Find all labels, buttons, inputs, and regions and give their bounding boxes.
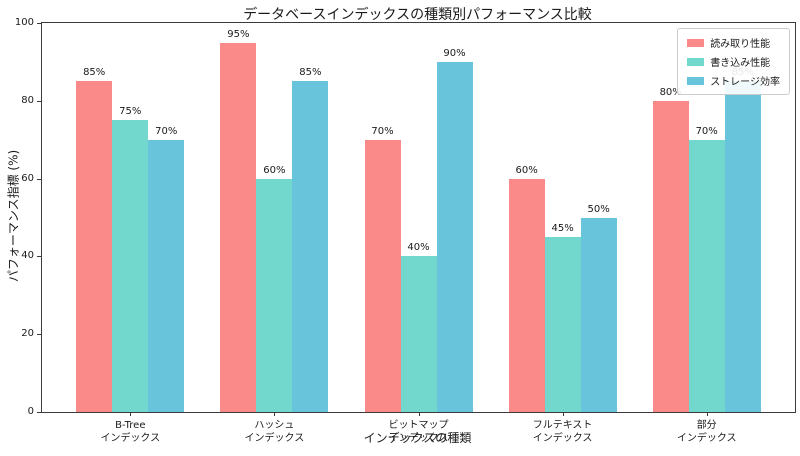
y-tick-label: 60 [21, 172, 34, 184]
bar-2-4 [724, 81, 761, 412]
bar-value-label: 50% [587, 203, 610, 215]
bar-value-label: 60% [515, 164, 538, 176]
bar-2-0 [148, 139, 185, 412]
bar-0-3 [508, 178, 545, 412]
y-tick-mark [37, 412, 41, 413]
x-tick-mark [274, 412, 276, 416]
bar-1-4 [688, 139, 725, 412]
x-tick-label: フルテキスト インデックス [532, 420, 593, 444]
legend-item-read: 読み取り性能 [687, 35, 780, 50]
x-tick-label: ビットマップ インデックス [388, 420, 449, 444]
bar-1-3 [544, 236, 581, 412]
x-tick-label: ハッシュ インデックス [244, 420, 305, 444]
bar-2-1 [292, 81, 329, 412]
y-axis-label: パフォーマンス指標 (%) [6, 149, 21, 283]
bar-1-1 [256, 178, 293, 412]
bar-value-label: 90% [443, 47, 466, 59]
x-tick-label: 部分 インデックス [676, 420, 737, 444]
bar-0-4 [652, 100, 689, 412]
bar-1-0 [112, 120, 149, 412]
x-tick-mark [706, 412, 708, 416]
x-tick-label: B-Tree インデックス [100, 420, 161, 444]
legend: 読み取り性能 書き込み性能 ストレージ効率 [677, 28, 790, 95]
y-tick-mark [37, 100, 41, 102]
bar-value-label: 85% [83, 67, 106, 79]
bar-value-label: 45% [551, 222, 574, 234]
bar-value-label: 85% [299, 67, 322, 79]
bar-value-label: 70% [695, 125, 718, 137]
x-tick-mark [418, 412, 420, 416]
bar-value-label: 70% [371, 125, 394, 137]
x-axis-label: インデックスの種類 [363, 431, 472, 445]
y-tick-mark [37, 256, 41, 258]
bar-0-0 [76, 81, 113, 412]
legend-swatch-write-icon [687, 57, 705, 66]
bar-value-label: 95% [227, 28, 250, 40]
y-tick-label: 20 [21, 328, 34, 340]
y-tick-label: 80 [21, 94, 34, 106]
y-tick-label: 100 [14, 17, 34, 28]
bar-0-2 [364, 139, 401, 412]
chart-title: データベースインデックスの種類別パフォーマンス比較 [243, 7, 592, 23]
legend-swatch-storage-icon [687, 76, 705, 85]
bar-2-2 [436, 61, 473, 412]
x-tick-mark [562, 412, 564, 416]
bar-2-3 [580, 217, 617, 412]
bar-value-label: 70% [155, 125, 178, 137]
y-tick-label: 0 [27, 406, 34, 417]
y-tick-mark [37, 23, 41, 24]
bar-0-1 [220, 42, 257, 412]
legend-swatch-read-icon [687, 38, 705, 47]
legend-item-write: 書き込み性能 [687, 54, 780, 69]
bar-value-label: 60% [263, 164, 286, 176]
bar-value-label: 80% [659, 86, 682, 98]
legend-label-write: 書き込み性能 [710, 58, 771, 69]
bar-value-label: 75% [119, 106, 142, 118]
y-tick-label: 40 [21, 250, 34, 262]
bar-value-label: 40% [407, 242, 430, 254]
legend-item-storage: ストレージ効率 [687, 73, 780, 88]
plot-area: 85% 75% 70% 95% 60% 85% 70% 40% 90% 60% 45% 50% 80% 7… [15, 17, 796, 444]
y-tick-mark [37, 178, 41, 180]
legend-label-storage: ストレージ効率 [710, 77, 780, 88]
y-tick-mark [37, 334, 41, 336]
x-tick-mark [130, 412, 132, 416]
bar-1-2 [400, 256, 437, 412]
legend-label-read: 読み取り性能 [710, 39, 771, 50]
